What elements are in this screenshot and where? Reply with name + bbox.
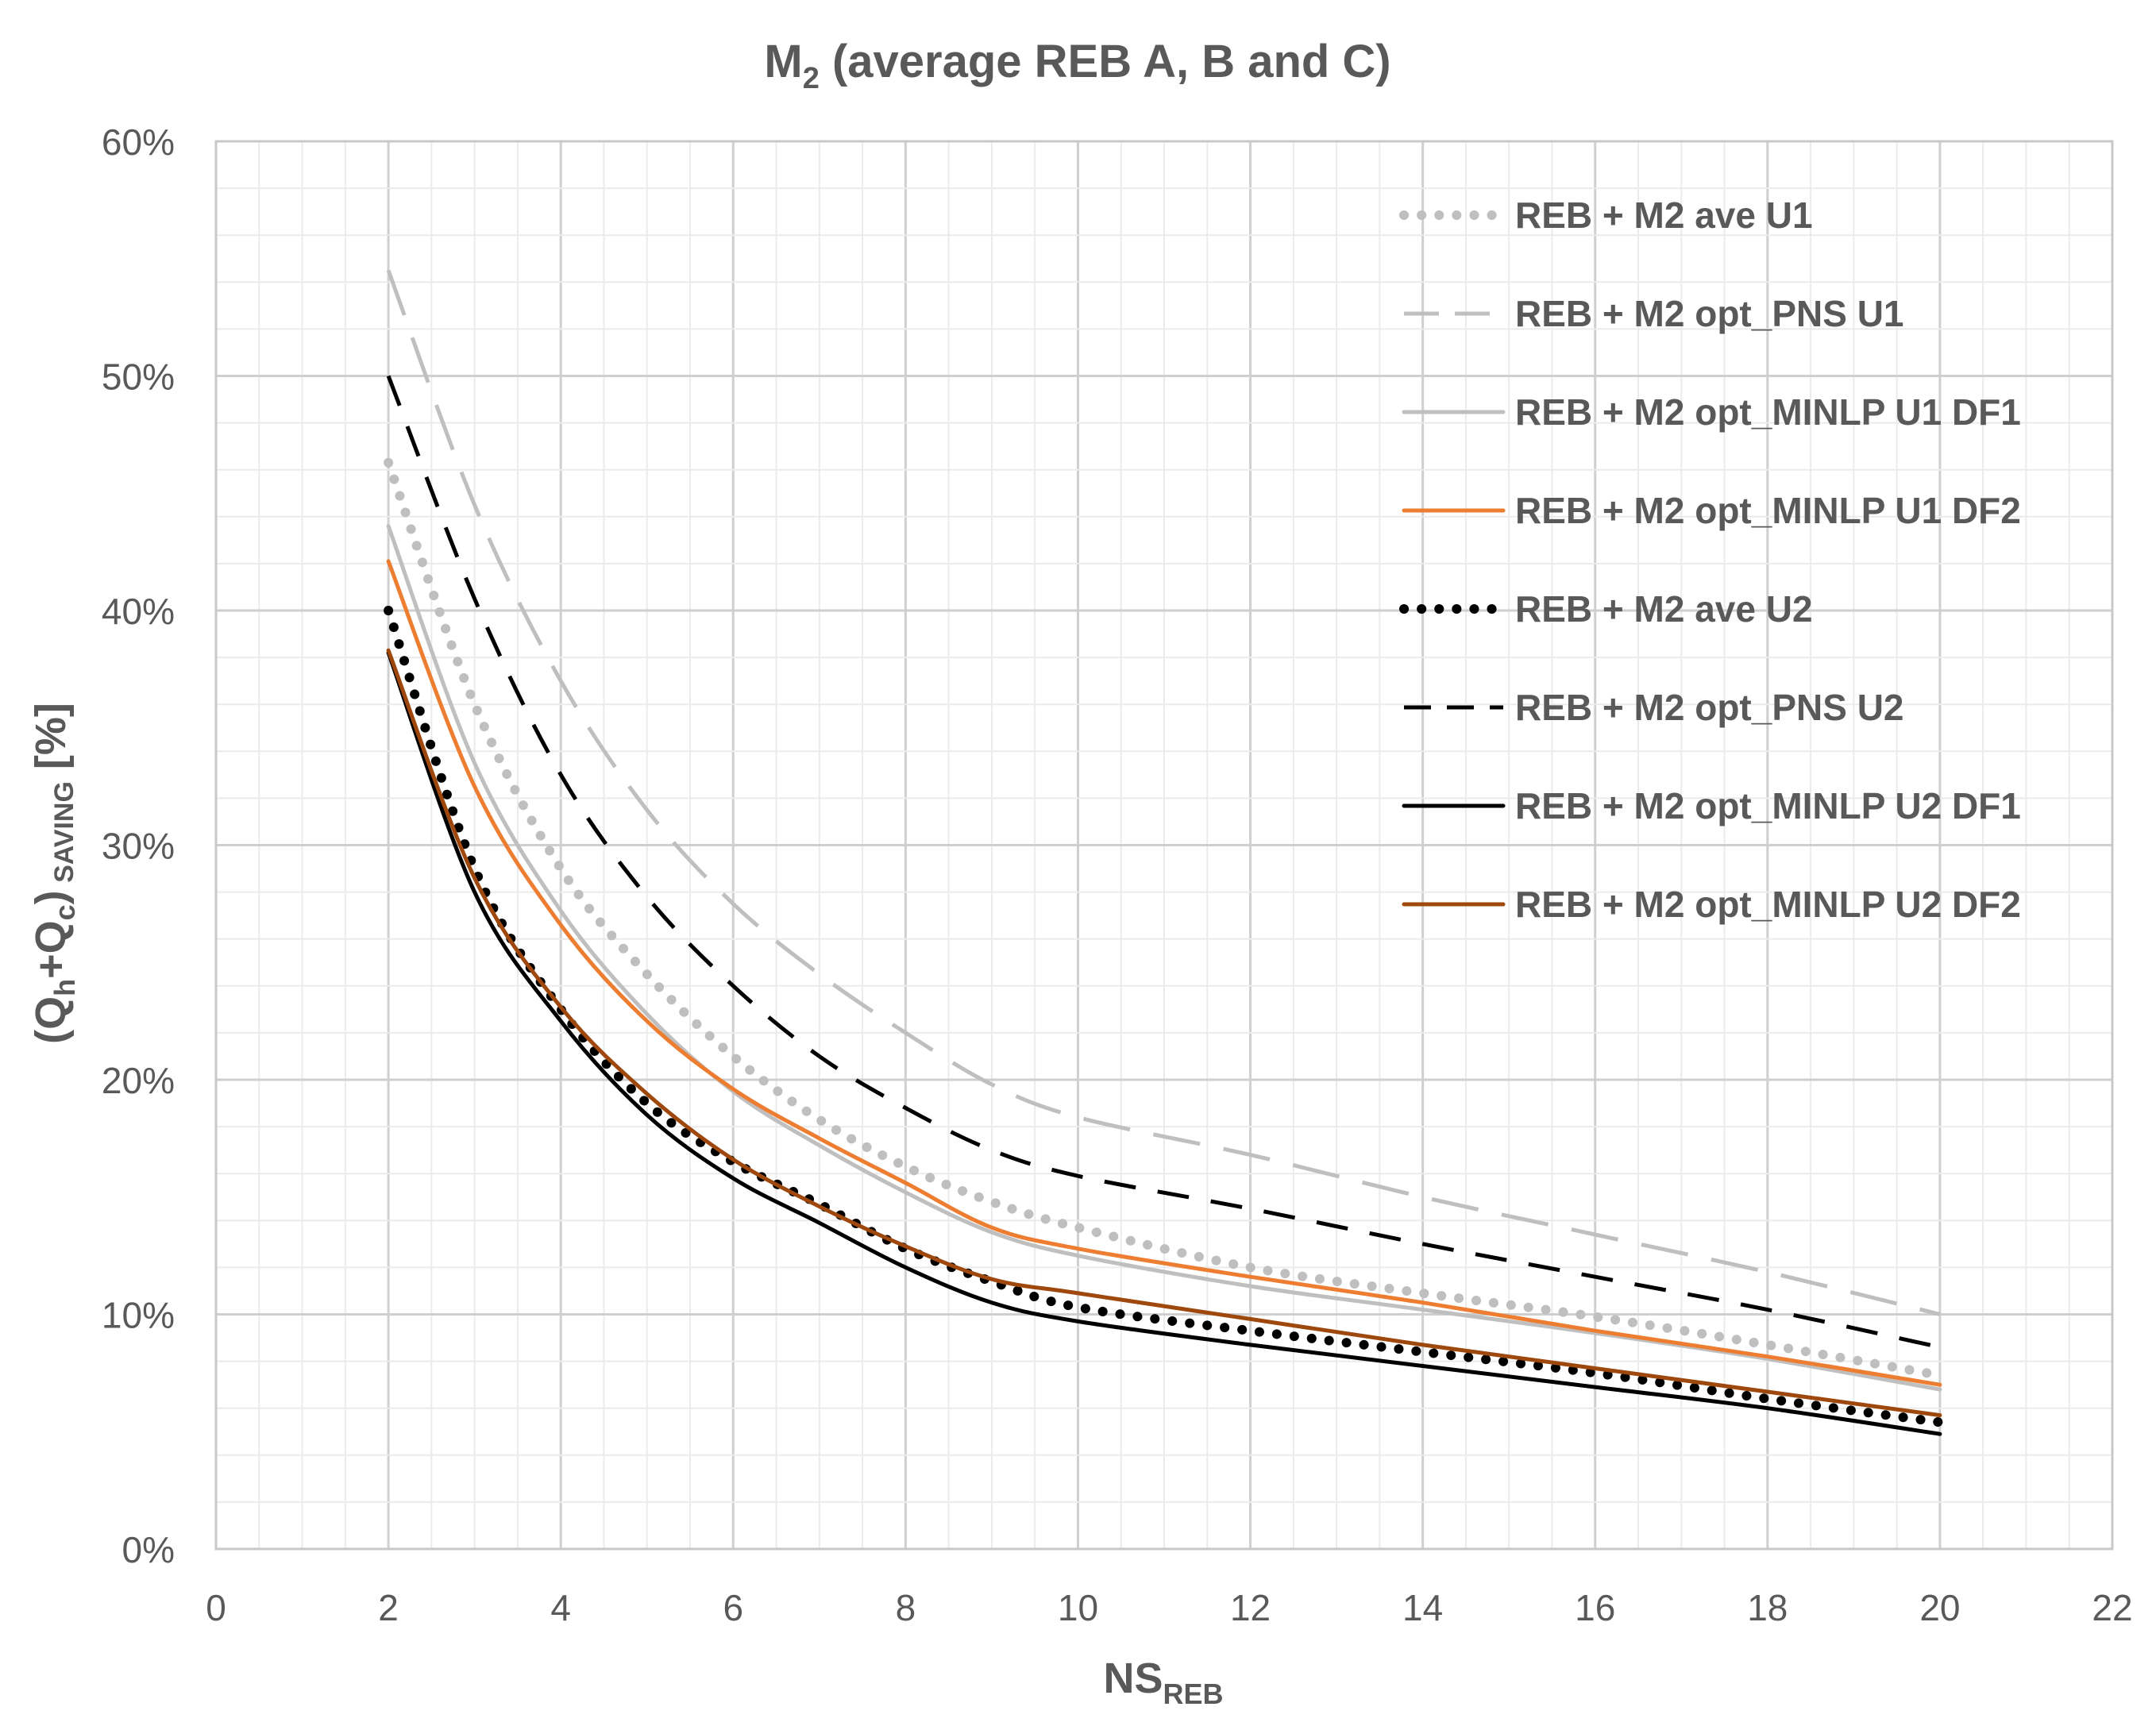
y-axis-title-p2: +Q: [27, 920, 75, 979]
y-tick-label: 40%: [102, 591, 175, 632]
x-tick-label: 12: [1230, 1587, 1271, 1628]
y-axis-title-p3: ): [27, 890, 75, 904]
series-line-4: [386, 559, 1942, 1387]
series-line-5: [384, 606, 1945, 1427]
plot-border: [214, 140, 2114, 1551]
series-line-8: [386, 648, 1942, 1418]
series-line-3: [386, 524, 1942, 1392]
y-tick-label: 60%: [102, 121, 175, 163]
chart-title: M2 (average REB A, B and C): [764, 36, 1390, 95]
y-tick-label: 20%: [102, 1060, 175, 1101]
legend-label-4: REB + M2 opt_MINLP U1 DF2: [1515, 490, 2021, 531]
plot-area-border: [214, 140, 2114, 1551]
y-axis-title-tail: [%]: [27, 703, 75, 781]
y-axis-title-s1: h: [48, 979, 81, 996]
x-tick-label: 4: [550, 1587, 571, 1628]
y-axis-title-suffix: SAVING: [49, 781, 79, 890]
x-tick-label: 16: [1575, 1587, 1615, 1628]
x-tick-label: 6: [723, 1587, 743, 1628]
series-group: [384, 269, 1945, 1436]
x-tick-label: 18: [1747, 1587, 1788, 1628]
y-tick-label: 50%: [102, 356, 175, 398]
y-tick-label: 10%: [102, 1295, 175, 1336]
x-tick-label: 14: [1402, 1587, 1443, 1628]
x-tick-label: 0: [206, 1587, 226, 1628]
series-line-2: [386, 269, 1941, 1316]
x-tick-label: 20: [1919, 1587, 1960, 1628]
x-tick-label: 2: [378, 1587, 399, 1628]
x-tick-label: 10: [1058, 1587, 1098, 1628]
y-tick-labels: 0% 10% 20% 30% 40% 50% 60%: [102, 121, 175, 1570]
legend-label-2: REB + M2 opt_PNS U1: [1515, 293, 1904, 334]
x-axis-title: NSREB: [1103, 1655, 1223, 1710]
y-tick-label: 0%: [122, 1529, 175, 1570]
legend-label-6: REB + M2 opt_PNS U2: [1515, 687, 1904, 728]
chart-title-main: M: [764, 36, 802, 87]
x-axis-title-main: NS: [1103, 1655, 1163, 1702]
series-line-1: [384, 457, 1945, 1381]
series-line-6: [386, 375, 1941, 1350]
y-axis-title: (Qh+Qc) SAVING [%]: [27, 703, 81, 1044]
x-tick-label: 22: [2092, 1587, 2132, 1628]
legend-label-5: REB + M2 ave U2: [1515, 588, 1813, 630]
y-tick-label: 30%: [102, 826, 175, 867]
legend-label-7: REB + M2 opt_MINLP U2 DF1: [1515, 785, 2021, 826]
y-axis-title-s2: c: [48, 904, 81, 920]
chart-title-rest: (average REB A, B and C): [820, 36, 1391, 87]
x-tick-labels: 0 2 4 6 8 10 12 14 16 18 20 22: [206, 1587, 2132, 1628]
y-axis-title-p1: (Q: [27, 996, 75, 1044]
chart-title-sub: 2: [803, 62, 820, 95]
x-axis-title-sub: REB: [1163, 1678, 1224, 1710]
x-tick-label: 8: [896, 1587, 916, 1628]
legend-label-1: REB + M2 ave U1: [1515, 195, 1813, 236]
series-line-7: [386, 650, 1942, 1436]
legend: REB + M2 ave U1 REB + M2 opt_PNS U1 REB + …: [1399, 195, 2021, 925]
legend-label-3: REB + M2 opt_MINLP U1 DF1: [1515, 391, 2021, 433]
legend-label-8: REB + M2 opt_MINLP U2 DF2: [1515, 884, 2021, 925]
